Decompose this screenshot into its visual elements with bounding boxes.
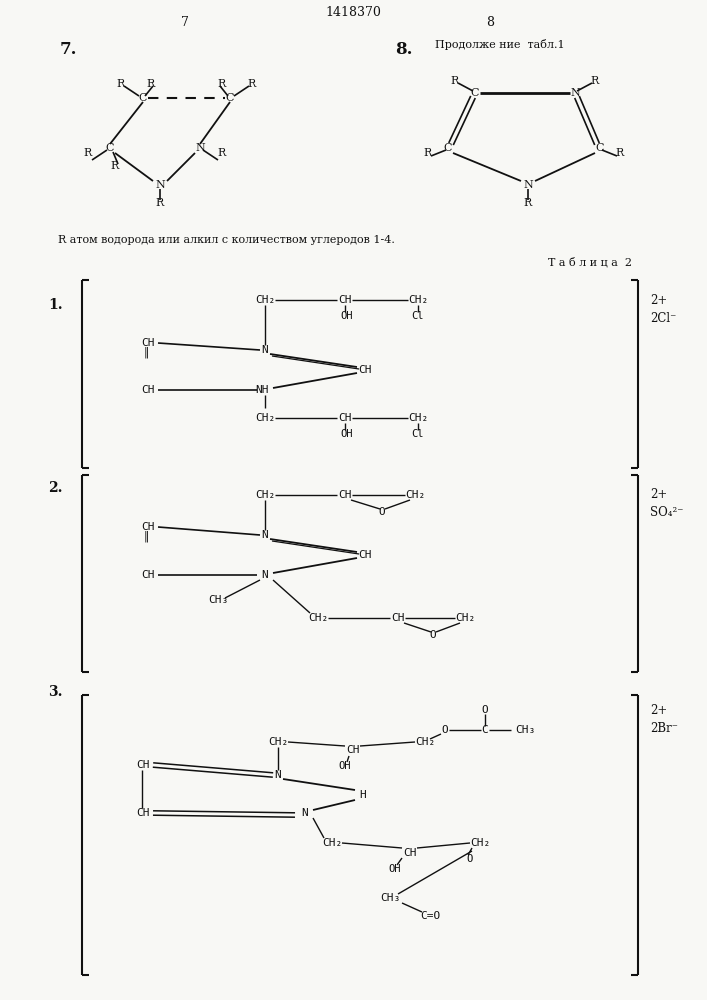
Text: CH₂: CH₂ (408, 295, 428, 305)
Text: 2Br⁻: 2Br⁻ (650, 722, 678, 734)
Text: 2Cl⁻: 2Cl⁻ (650, 312, 677, 324)
Text: SO₄²⁻: SO₄²⁻ (650, 506, 684, 520)
Text: N: N (262, 570, 269, 580)
Text: CH: CH (346, 745, 360, 755)
Text: OH: OH (341, 311, 354, 321)
Text: CH: CH (338, 295, 352, 305)
Text: OH: OH (339, 761, 351, 771)
Text: CH: CH (358, 365, 372, 375)
Text: CH: CH (358, 550, 372, 560)
Text: OH: OH (341, 429, 354, 439)
Text: CH₃: CH₃ (208, 595, 228, 605)
Text: R: R (111, 161, 119, 171)
Text: CH₂: CH₂ (268, 737, 288, 747)
Text: CH₂: CH₂ (415, 737, 435, 747)
Text: C=O: C=O (420, 911, 440, 921)
Text: O: O (379, 507, 385, 517)
Text: 2+: 2+ (650, 488, 667, 502)
Text: CH: CH (391, 613, 404, 623)
Text: 8: 8 (486, 15, 494, 28)
Text: CH₂: CH₂ (255, 490, 275, 500)
Text: NH: NH (255, 385, 269, 395)
Text: CH: CH (403, 848, 416, 858)
Text: 7: 7 (181, 15, 189, 28)
Text: CH₂: CH₂ (255, 413, 275, 423)
Text: 3.: 3. (48, 685, 62, 699)
Text: C: C (106, 143, 115, 153)
Text: R: R (147, 79, 155, 89)
Text: ‖: ‖ (144, 346, 148, 358)
Text: 2+: 2+ (650, 294, 667, 306)
Text: 2.: 2. (48, 481, 62, 495)
Text: R: R (248, 79, 256, 89)
Text: Cl: Cl (411, 429, 424, 439)
Text: R: R (156, 198, 164, 208)
Text: N: N (302, 808, 308, 818)
Text: C: C (481, 725, 489, 735)
Text: O: O (442, 725, 448, 735)
Text: CH: CH (141, 385, 155, 395)
Text: R: R (84, 148, 92, 158)
Text: C: C (444, 143, 452, 153)
Text: R: R (218, 148, 226, 158)
Text: CH₂: CH₂ (470, 838, 490, 848)
Text: C: C (139, 93, 147, 103)
Text: O: O (481, 705, 489, 715)
Text: Т а б л и ц а  2: Т а б л и ц а 2 (548, 257, 632, 267)
Text: CH₃: CH₃ (515, 725, 535, 735)
Text: N: N (262, 345, 269, 355)
Text: N: N (523, 180, 533, 190)
Text: 8.: 8. (395, 41, 412, 58)
Text: N: N (570, 88, 580, 98)
Text: N: N (274, 770, 281, 780)
Text: CH₂: CH₂ (405, 490, 425, 500)
Text: 1.: 1. (48, 298, 63, 312)
Text: 7.: 7. (60, 41, 78, 58)
Text: C: C (226, 93, 234, 103)
Text: 2+: 2+ (650, 704, 667, 716)
Text: R: R (524, 198, 532, 208)
Text: CH: CH (338, 490, 352, 500)
Text: R атом водорода или алкил с количеством углеродов 1-4.: R атом водорода или алкил с количеством … (58, 235, 395, 245)
Text: R: R (424, 148, 432, 158)
Text: Cl: Cl (411, 311, 424, 321)
Text: CH: CH (141, 338, 155, 348)
Text: R: R (616, 148, 624, 158)
Text: 1418370: 1418370 (325, 6, 381, 19)
Text: N: N (155, 180, 165, 190)
Text: CH: CH (136, 760, 150, 770)
Text: H: H (360, 790, 366, 800)
Text: R: R (117, 79, 125, 89)
Text: O: O (467, 854, 473, 864)
Text: CH: CH (141, 522, 155, 532)
Text: CH: CH (141, 570, 155, 580)
Text: R: R (218, 79, 226, 89)
Text: R: R (451, 76, 459, 86)
Text: N: N (195, 143, 205, 153)
Text: CH₂: CH₂ (255, 295, 275, 305)
Text: OH: OH (389, 864, 402, 874)
Text: R: R (591, 76, 599, 86)
Text: ‖: ‖ (144, 530, 148, 542)
Text: Продолже ние  табл.1: Продолже ние табл.1 (435, 39, 565, 50)
Text: CH₂: CH₂ (308, 613, 328, 623)
Text: CH₂: CH₂ (455, 613, 475, 623)
Text: N: N (262, 530, 269, 540)
Text: CH: CH (136, 808, 150, 818)
Text: CH: CH (338, 413, 352, 423)
Text: CH₂: CH₂ (408, 413, 428, 423)
Text: CH₃: CH₃ (380, 893, 400, 903)
Text: O: O (430, 630, 436, 640)
Text: C: C (471, 88, 479, 98)
Text: CH₂: CH₂ (322, 838, 342, 848)
Text: C: C (596, 143, 604, 153)
